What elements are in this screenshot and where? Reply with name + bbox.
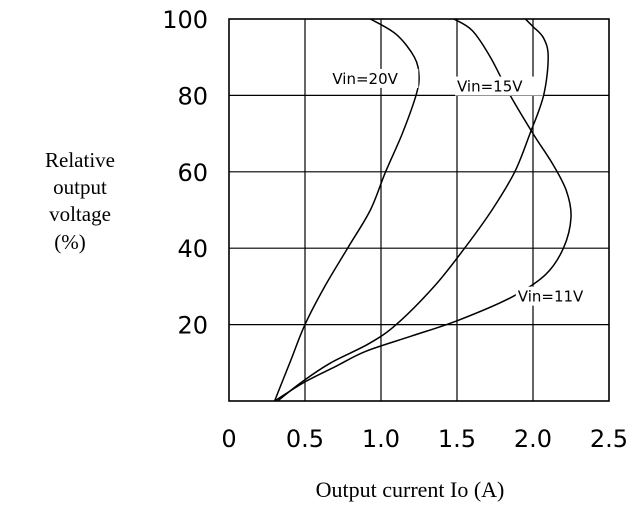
x-tick-label: 2.5 bbox=[590, 425, 628, 453]
annotation-background bbox=[455, 76, 543, 96]
x-tick-label: 2.0 bbox=[514, 425, 552, 453]
y-tick-label: 60 bbox=[177, 159, 208, 187]
y-axis-label-line-4: (%) bbox=[54, 230, 86, 254]
x-tick-label: 0 bbox=[221, 425, 236, 453]
series-annotation: Vin=15V bbox=[457, 78, 523, 96]
annotation-background bbox=[515, 286, 604, 306]
series-annotation: Vin=20V bbox=[332, 70, 398, 88]
series-line-vin-20v bbox=[273, 18, 420, 402]
y-tick-label: 100 bbox=[162, 6, 208, 34]
series-line-vin-15v bbox=[277, 18, 549, 402]
series-annotation: Vin=11V bbox=[518, 288, 584, 306]
annotation-background bbox=[330, 68, 419, 88]
x-axis-title: Output current Io (A) bbox=[315, 477, 505, 502]
series-line-vin-11v bbox=[274, 18, 572, 402]
plot-frame bbox=[228, 18, 610, 402]
y-axis-label-line-3: voltage bbox=[49, 202, 111, 226]
y-axis-label-line-2: output bbox=[53, 175, 107, 199]
x-tick-label: 1.0 bbox=[362, 425, 400, 453]
x-tick-label: 0.5 bbox=[286, 425, 324, 453]
y-tick-label: 80 bbox=[177, 82, 208, 110]
y-tick-label: 40 bbox=[177, 235, 208, 263]
x-tick-label: 1.5 bbox=[438, 425, 476, 453]
y-tick-label: 20 bbox=[177, 312, 208, 340]
y-axis-label-line-1: Relative bbox=[45, 148, 115, 172]
